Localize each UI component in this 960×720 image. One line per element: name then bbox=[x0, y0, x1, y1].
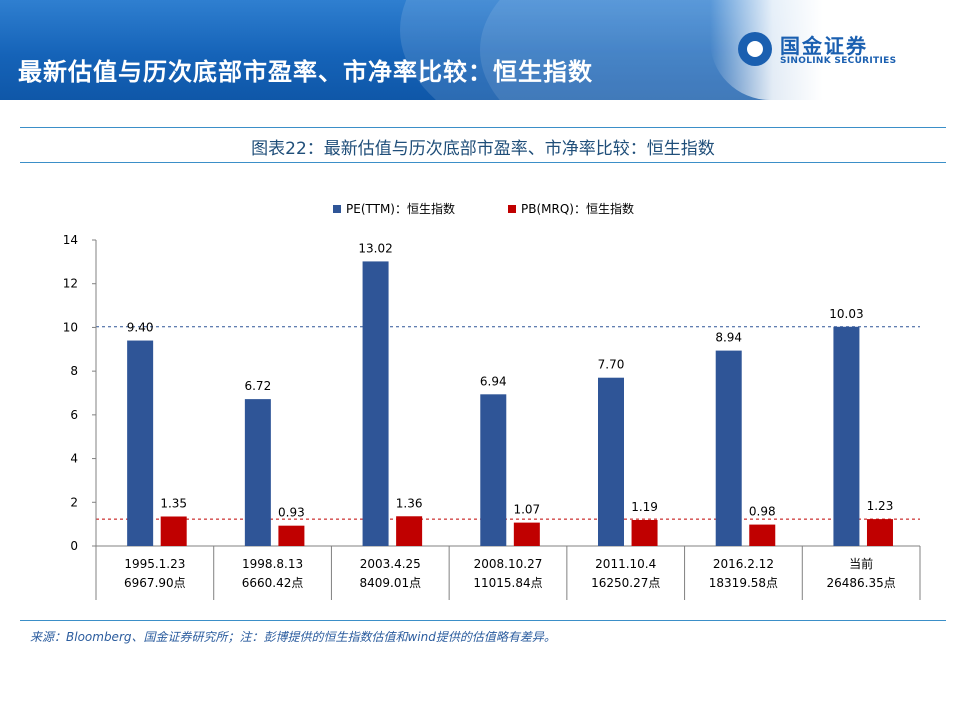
x-tick-sublabel: 6660.42点 bbox=[242, 576, 304, 590]
x-tick-sublabel: 18319.58点 bbox=[709, 576, 778, 590]
data-label-pb: 1.19 bbox=[631, 500, 658, 514]
y-tick-label: 14 bbox=[63, 233, 78, 247]
bar-pe-2 bbox=[362, 261, 389, 546]
y-tick-label: 4 bbox=[70, 452, 78, 466]
data-label-pe: 6.94 bbox=[480, 374, 507, 388]
legend-swatch-1 bbox=[508, 205, 516, 213]
data-label-pe: 8.94 bbox=[715, 331, 742, 345]
bar-pe-5 bbox=[715, 350, 742, 546]
bar-pb-4 bbox=[631, 519, 658, 546]
y-tick-label: 8 bbox=[70, 364, 78, 378]
y-tick-label: 10 bbox=[63, 320, 78, 334]
figure-caption: 图表22：最新估值与历次底部市盈率、市净率比较：恒生指数 bbox=[251, 139, 715, 159]
x-tick-sublabel: 6967.90点 bbox=[124, 576, 186, 590]
bar-pb-2 bbox=[396, 516, 423, 546]
x-tick-label: 1998.8.13 bbox=[242, 557, 303, 571]
data-label-pe: 9.40 bbox=[127, 321, 154, 335]
data-label-pb: 0.98 bbox=[749, 505, 776, 519]
header-banner: 最新估值与历次底部市盈率、市净率比较：恒生指数 国金证券 SINOLINK SE… bbox=[0, 0, 960, 100]
x-tick-sublabel: 16250.27点 bbox=[591, 576, 660, 590]
bar-pe-4 bbox=[598, 377, 624, 546]
source-note: 来源：Bloomberg、国金证券研究所；注：彭博提供的恒生指数估值和wind提… bbox=[30, 630, 556, 644]
y-tick-label: 12 bbox=[63, 277, 78, 291]
x-tick-sublabel: 11015.84点 bbox=[473, 576, 542, 590]
y-tick-label: 6 bbox=[70, 408, 78, 422]
x-tick-label: 2011.10.4 bbox=[595, 557, 656, 571]
legend-label-1: PB(MRQ)：恒生指数 bbox=[521, 201, 634, 216]
data-label-pb: 0.93 bbox=[278, 506, 305, 520]
data-label-pe: 6.72 bbox=[244, 379, 271, 393]
data-label-pe: 13.02 bbox=[358, 241, 392, 255]
legend-swatch-0 bbox=[333, 205, 341, 213]
x-tick-label: 1995.1.23 bbox=[124, 557, 185, 571]
x-tick-label: 2003.4.25 bbox=[360, 557, 421, 571]
x-tick-label: 2008.10.27 bbox=[474, 557, 543, 571]
source-divider bbox=[20, 620, 946, 621]
logo-mark-icon bbox=[738, 32, 772, 66]
bar-pe-0 bbox=[127, 340, 154, 546]
data-label-pe: 7.70 bbox=[598, 358, 625, 372]
data-label-pb: 1.23 bbox=[867, 499, 894, 513]
x-tick-sublabel: 26486.35点 bbox=[827, 576, 896, 590]
bar-pb-5 bbox=[749, 524, 776, 546]
bar-pb-1 bbox=[278, 525, 305, 546]
bar-pb-0 bbox=[160, 516, 187, 546]
data-label-pb: 1.35 bbox=[160, 496, 187, 510]
logo-text-cn: 国金证券 bbox=[780, 34, 868, 58]
bar-chart: PE(TTM)：恒生指数 PB(MRQ)：恒生指数 0 2 4 6 8 10 12 14 9.40 1… bbox=[63, 201, 921, 600]
page-title: 最新估值与历次底部市盈率、市净率比较：恒生指数 bbox=[18, 58, 593, 86]
bar-pb-3 bbox=[513, 522, 540, 546]
x-tick-label: 当前 bbox=[849, 556, 873, 571]
data-label-pb: 1.07 bbox=[513, 503, 540, 517]
bar-pe-6 bbox=[833, 326, 860, 546]
x-tick-sublabel: 8409.01点 bbox=[359, 576, 421, 590]
figure-caption-bar: 图表22：最新估值与历次底部市盈率、市净率比较：恒生指数 bbox=[20, 127, 946, 163]
y-tick-label: 0 bbox=[70, 539, 78, 553]
data-label-pe: 10.03 bbox=[829, 307, 863, 321]
bar-pe-3 bbox=[480, 394, 507, 546]
data-label-pb: 1.36 bbox=[396, 496, 423, 510]
x-tick-label: 2016.2.12 bbox=[713, 557, 774, 571]
legend-label-0: PE(TTM)：恒生指数 bbox=[346, 201, 455, 216]
bar-pb-6 bbox=[866, 519, 893, 546]
y-tick-label: 2 bbox=[70, 495, 78, 509]
company-logo: 国金证券 SINOLINK SECURITIES bbox=[738, 30, 918, 74]
logo-text-en: SINOLINK SECURITIES bbox=[780, 56, 897, 66]
bar-pe-1 bbox=[244, 399, 271, 546]
